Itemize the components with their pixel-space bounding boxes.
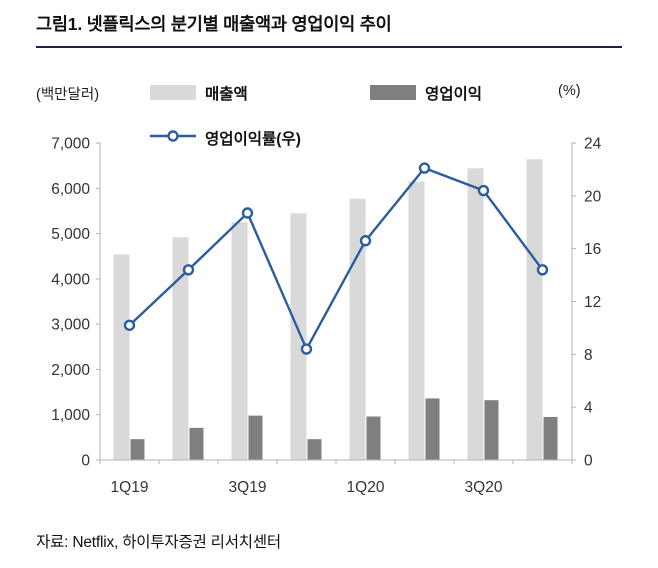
x-axis-tick-label: 1Q20 <box>347 479 385 496</box>
left-axis-tick-label: 4,000 <box>51 271 90 288</box>
figure-title: 그림1. 넷플릭스의 분기별 매출액과 영업이익 추이 <box>36 14 392 34</box>
revenue-swatch <box>150 85 196 100</box>
margin-marker <box>418 162 431 174</box>
margin-line-legend-icon <box>150 130 196 142</box>
x-axis-tick-label: 1Q19 <box>111 479 149 496</box>
margin-legend-label: 영업이익률(우) <box>205 131 301 148</box>
right-axis-tick-label: 4 <box>584 400 593 417</box>
x-axis-tick-label: 3Q20 <box>465 479 503 496</box>
revenue-bar <box>526 159 543 460</box>
op-bar <box>130 439 145 460</box>
revenue-bar <box>113 254 130 460</box>
left-axis-tick-label: 0 <box>81 453 90 470</box>
revenue-legend-label: 매출액 <box>205 86 248 103</box>
left-axis-tick-label: 2,000 <box>51 362 90 379</box>
margin-marker <box>477 184 490 197</box>
op-legend-label: 영업이익 <box>425 86 483 103</box>
op-bar <box>484 400 499 460</box>
margin-marker <box>123 319 136 331</box>
right-axis-tick-label: 20 <box>584 188 602 205</box>
title-divider <box>36 46 622 48</box>
op-bar <box>366 416 381 460</box>
left-axis-tick-label: 1,000 <box>51 407 90 424</box>
source-note: 자료: Netflix, 하이투자증권 리서치센터 <box>36 534 281 551</box>
left-axis-tick-label: 7,000 <box>51 136 90 153</box>
op-swatch <box>370 85 416 100</box>
left-axis-tick-label: 5,000 <box>51 226 90 243</box>
revenue-bar <box>290 213 307 460</box>
op-bar <box>189 427 204 460</box>
right-axis-tick-label: 24 <box>584 136 602 153</box>
right-axis-tick-label: 16 <box>584 241 601 258</box>
op-bar <box>543 416 558 460</box>
op-bar <box>425 398 440 460</box>
left-axis-tick-label: 6,000 <box>51 181 90 198</box>
right-axis-tick-label: 8 <box>584 347 593 364</box>
right-axis-tick-label: 12 <box>584 294 601 311</box>
margin-marker <box>359 235 372 247</box>
left-axis-unit: (백만달러) <box>36 87 100 103</box>
margin-line <box>128 166 544 352</box>
revenue-bar <box>172 237 189 460</box>
margin-marker <box>182 264 195 276</box>
margin-marker <box>536 264 549 276</box>
op-bar <box>248 415 263 460</box>
margin-marker <box>241 207 254 219</box>
revenue-bar <box>467 168 484 461</box>
right-axis-unit: (%) <box>558 83 581 99</box>
revenue-bar <box>231 222 248 460</box>
chart: 0 1,000 2,000 3,000 4,000 5,000 6,000 7,000 0 4 8 1… <box>51 136 602 497</box>
left-axis-tick-label: 3,000 <box>51 317 90 334</box>
revenue-bar <box>408 181 425 460</box>
margin-marker <box>300 343 313 355</box>
x-axis-tick-label: 3Q19 <box>229 479 267 496</box>
op-bar <box>307 439 322 460</box>
right-axis-tick-label: 0 <box>584 453 593 470</box>
